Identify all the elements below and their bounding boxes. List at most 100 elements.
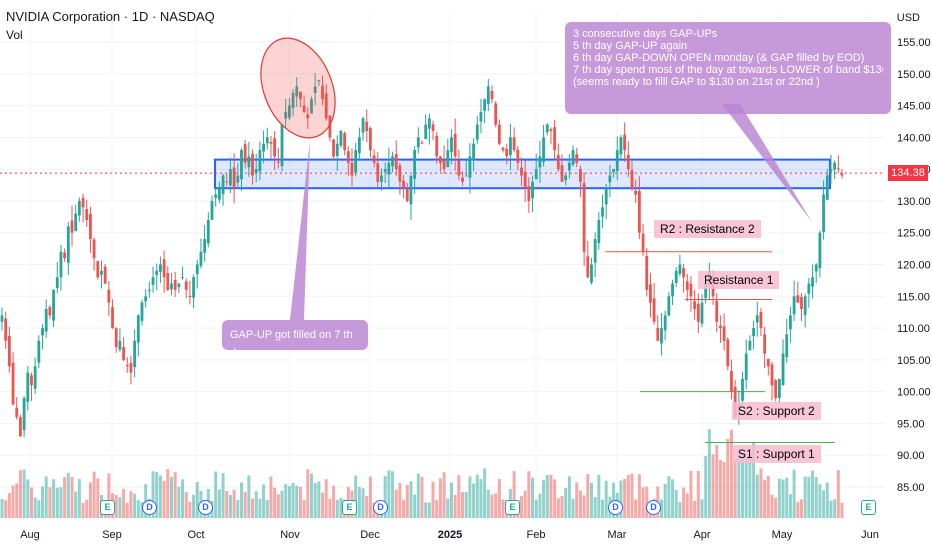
volume-bar: [118, 497, 122, 518]
volume-bar: [335, 499, 339, 518]
candle-body: [55, 277, 59, 289]
candle-body: [19, 417, 22, 437]
earnings-marker[interactable]: E: [100, 500, 115, 515]
volume-bar: [26, 479, 30, 518]
candle-body: [612, 169, 615, 173]
candle-body: [442, 160, 446, 170]
note-line: 5 th day GAP-UP again: [573, 40, 688, 52]
candle-body: [505, 148, 509, 157]
candle-body: [365, 121, 369, 131]
candle-body: [413, 150, 417, 179]
earnings-marker[interactable]: E: [342, 500, 357, 515]
candle-body: [523, 171, 527, 189]
candle-body: [741, 378, 744, 401]
volume-bar: [81, 502, 85, 518]
candle-body: [435, 135, 439, 157]
volume-bar: [92, 471, 96, 518]
candle-body: [615, 150, 619, 172]
candle-body: [571, 150, 575, 165]
dividend-marker[interactable]: D: [373, 500, 388, 515]
candle-body: [144, 296, 148, 302]
candle-body: [280, 124, 284, 167]
candle-body: [601, 207, 604, 217]
gap-up-ellipse: [260, 37, 336, 139]
volume-bar: [597, 474, 601, 518]
dividend-marker[interactable]: D: [142, 500, 157, 515]
dividend-marker[interactable]: D: [198, 500, 213, 515]
volume-bar: [571, 498, 575, 518]
candle-body: [645, 255, 649, 290]
candle-body: [696, 304, 700, 322]
candle-body: [759, 311, 763, 329]
candle-body: [276, 161, 280, 163]
candle-body: [221, 175, 225, 195]
candle-body: [649, 284, 652, 303]
candle-body: [475, 124, 479, 140]
volume-bar: [788, 494, 792, 518]
candle-body: [81, 197, 85, 208]
symbol-title[interactable]: NVIDIA Corporation · 1D · NASDAQ: [6, 9, 215, 24]
dividend-marker[interactable]: D: [646, 500, 661, 515]
candle-body: [59, 251, 63, 278]
candle-body: [89, 213, 92, 240]
volume-bar: [247, 475, 251, 518]
volume-label[interactable]: Vol: [6, 28, 23, 42]
candle-body: [619, 137, 623, 155]
volume-bar: [251, 498, 255, 518]
candle-body: [755, 315, 759, 323]
volume-bar: [479, 478, 483, 518]
volume-bar: [814, 477, 818, 518]
x-tick-label: Oct: [187, 529, 204, 541]
dividend-marker[interactable]: D: [608, 500, 623, 515]
volume-bar: [41, 486, 45, 518]
candle-body: [597, 220, 601, 244]
volume-bar: [7, 493, 11, 518]
earnings-marker[interactable]: E: [505, 500, 520, 515]
candle-body: [217, 188, 221, 200]
volume-bar: [394, 489, 398, 518]
candle-body: [210, 200, 214, 220]
volume-bar: [766, 476, 770, 518]
candle-body: [427, 118, 431, 129]
candle-body: [527, 186, 531, 201]
candle-body: [262, 143, 265, 152]
note-line: (seems ready to filll GAP to $130 on 21s…: [573, 76, 820, 88]
candle-body: [328, 115, 332, 138]
candle-body: [173, 279, 177, 290]
candle-body: [453, 133, 457, 157]
volume-bar: [807, 476, 811, 518]
candle-body: [310, 99, 313, 114]
volume-bar: [155, 471, 159, 518]
volume-bar: [818, 484, 822, 518]
volume-bar: [302, 499, 306, 518]
x-tick-label: Mar: [608, 529, 627, 541]
candle-body: [324, 93, 328, 119]
volume-bar: [501, 499, 505, 518]
candle-body: [22, 398, 26, 431]
candle-body: [781, 353, 785, 386]
candle-body: [177, 283, 181, 288]
candle-body: [107, 289, 111, 303]
volume-bar: [722, 462, 726, 518]
volume-bar: [269, 476, 273, 518]
volume-bar: [567, 476, 571, 518]
volume-bar: [674, 489, 678, 518]
volume-bar: [700, 499, 704, 518]
y-tick-label: 155.00: [897, 37, 931, 49]
x-tick-label: Jun: [861, 529, 879, 541]
candle-body: [464, 175, 468, 177]
volume-bar: [166, 468, 170, 518]
volume-bar: [77, 478, 81, 518]
candle-body: [317, 80, 321, 82]
candle-body: [129, 362, 133, 373]
y-tick-label: 115.00: [897, 291, 930, 303]
volume-bar: [578, 490, 582, 518]
earnings-marker[interactable]: E: [861, 500, 876, 515]
candle-body: [48, 307, 52, 316]
volume-bar: [184, 491, 188, 518]
candle-body: [818, 232, 822, 269]
candle-body: [608, 175, 612, 183]
volume-bar: [468, 476, 472, 518]
volume-bar: [280, 490, 284, 518]
